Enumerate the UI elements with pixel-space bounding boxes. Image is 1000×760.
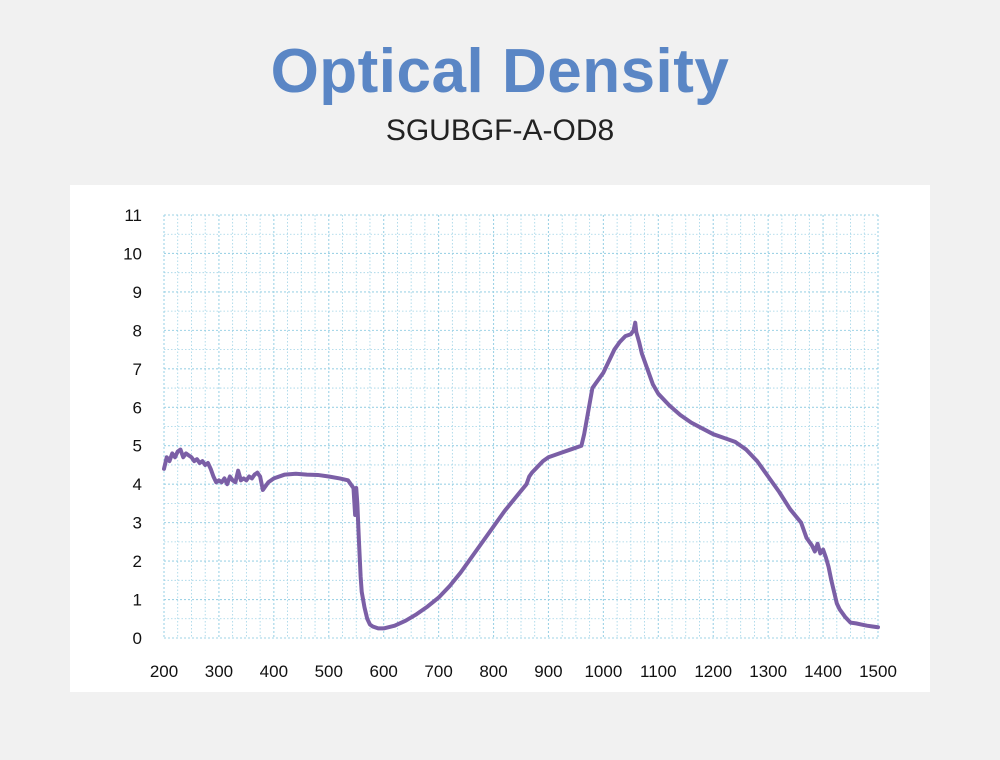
x-tick-label: 1500 (859, 662, 897, 681)
chart-panel: 0 1 2 3 4 5 6 7 8 9 10 11 200 300 400 500 600 700 800 900 1… (70, 185, 930, 692)
y-tick-label: 4 (133, 475, 142, 494)
chart-title: Optical Density (270, 37, 730, 106)
x-tick-label: 1000 (584, 662, 622, 681)
y-tick-label: 5 (133, 437, 142, 456)
x-tick-label: 200 (150, 662, 178, 681)
x-tick-label: 700 (424, 662, 452, 681)
x-tick-label: 500 (315, 662, 343, 681)
y-tick-label: 0 (133, 629, 142, 648)
x-tick-label: 300 (205, 662, 233, 681)
x-tick-label: 900 (534, 662, 562, 681)
y-tick-label: 8 (133, 321, 142, 340)
y-axis-tick-labels: 0 1 2 3 4 5 6 7 8 9 10 11 (123, 206, 142, 648)
y-tick-label: 2 (133, 552, 142, 571)
x-tick-label: 1200 (694, 662, 732, 681)
series-line-0 (162, 320, 880, 631)
x-tick-label: 1400 (804, 662, 842, 681)
y-tick-label: 11 (124, 206, 142, 225)
chart-subtitle: SGUBGF-A-OD8 (385, 114, 615, 147)
x-axis-tick-labels: 200 300 400 500 600 700 800 900 1000 1100 1200 1300… (150, 662, 897, 681)
x-tick-label: 600 (370, 662, 398, 681)
y-tick-label: 9 (133, 283, 142, 302)
x-tick-label: 1100 (640, 662, 677, 681)
y-tick-label: 3 (133, 514, 142, 533)
x-tick-label: 400 (260, 662, 288, 681)
x-tick-label: 1300 (749, 662, 787, 681)
y-tick-label: 10 (123, 244, 142, 263)
y-tick-label: 6 (133, 398, 142, 417)
optical-density-chart: 0 1 2 3 4 5 6 7 8 9 10 11 200 300 400 500 600 700 800 900 1… (123, 206, 897, 681)
y-tick-label: 1 (133, 591, 142, 610)
series-group (162, 320, 880, 631)
minor-gridlines (164, 215, 878, 638)
y-tick-label: 7 (133, 360, 142, 379)
x-tick-label: 800 (479, 662, 507, 681)
major-gridlines (163, 214, 879, 639)
